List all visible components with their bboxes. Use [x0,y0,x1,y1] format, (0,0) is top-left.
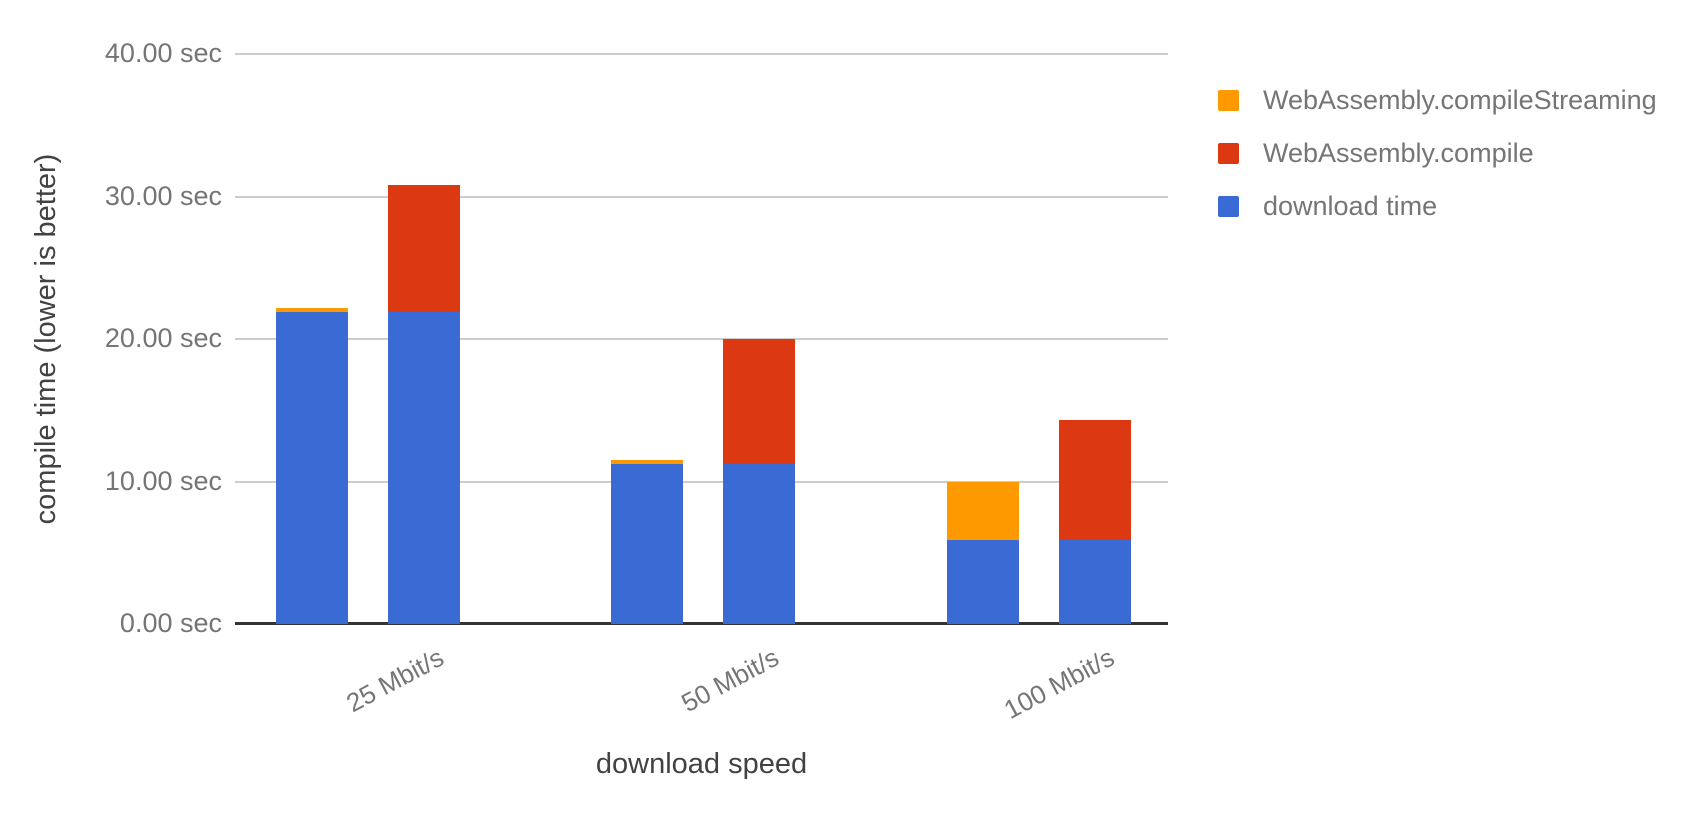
y-axis-title: compile time (lower is better) [30,153,62,525]
x-category-label-100-mbit-s: 100 Mbit/s [999,642,1120,725]
legend-label: WebAssembly.compile [1263,138,1534,168]
legend: WebAssembly.compileStreaming WebAssembly.… [1218,87,1657,246]
gridline-40 [235,53,1168,55]
bar-segment-download-time[interactable] [276,312,348,624]
x-axis-title: download speed [595,748,808,780]
legend-swatch-icon [1218,90,1239,111]
legend-item-webassembly-compilestreaming: WebAssembly.compileStreaming [1218,87,1657,114]
y-tick-label: 20.00 sec [104,323,222,353]
legend-item-webassembly-compile: WebAssembly.compile [1218,140,1657,167]
bar-segment-download-time[interactable] [1059,540,1131,624]
bar-segment-webassembly-compilestreaming[interactable] [611,460,683,464]
y-tick-label: 0.00 sec [119,608,222,638]
plot-area [235,53,1168,625]
compileStreaming-bar-50-mbit-s[interactable] [611,460,683,624]
x-category-label-25-mbit-s: 25 Mbit/s [340,642,449,719]
y-tick-label: 40.00 sec [104,38,222,68]
bar-segment-download-time[interactable] [388,312,460,624]
y-tick-label: 10.00 sec [104,465,222,496]
y-tick-label: 30.00 sec [104,180,222,211]
legend-swatch-icon [1218,196,1239,217]
legend-swatch-icon [1218,143,1239,164]
compileStreaming-bar-100-mbit-s[interactable] [947,481,1019,624]
gridline-10 [235,480,1168,483]
legend-label: download time [1263,191,1438,221]
bar-segment-webassembly-compile[interactable] [1059,420,1131,540]
legend-item-download-time: download time [1218,193,1657,220]
compile-bar-50-mbit-s[interactable] [723,339,795,624]
x-axis-baseline [235,622,1168,625]
compile-bar-25-mbit-s[interactable] [388,185,460,624]
bar-segment-download-time[interactable] [947,540,1019,624]
gridline-30 [235,195,1168,198]
x-category-label-50-mbit-s: 50 Mbit/s [675,642,784,719]
bar-segment-download-time[interactable] [611,464,683,624]
bar-segment-webassembly-compile[interactable] [388,185,460,312]
legend-label: WebAssembly.compileStreaming [1263,85,1657,115]
compileStreaming-bar-25-mbit-s[interactable] [276,308,348,624]
bar-segment-webassembly-compile[interactable] [723,339,795,464]
gridline-20 [235,338,1168,340]
compile-bar-100-mbit-s[interactable] [1059,420,1131,624]
bar-segment-webassembly-compilestreaming[interactable] [276,308,348,312]
bar-segment-webassembly-compilestreaming[interactable] [947,482,1019,540]
bar-segment-download-time[interactable] [723,464,795,624]
